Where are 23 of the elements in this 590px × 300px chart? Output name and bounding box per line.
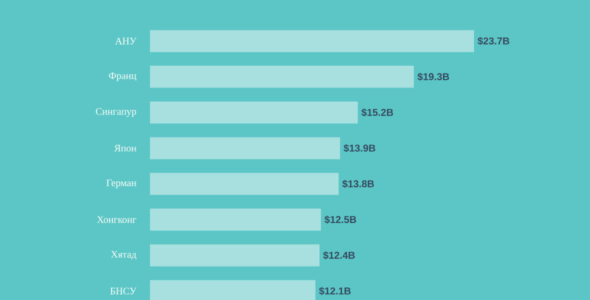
data-label: $23.7B	[478, 37, 510, 46]
bar	[150, 102, 358, 124]
data-label: $15.2B	[361, 108, 393, 117]
y-tick-label: Сингапур	[96, 108, 136, 117]
bar	[150, 137, 340, 160]
bar	[150, 208, 321, 231]
data-label: $12.1B	[319, 286, 351, 296]
y-tick-label: АНУ	[115, 38, 136, 44]
data-label: $19.3B	[418, 72, 450, 81]
y-tick-label: БНСУ	[110, 288, 136, 294]
data-label: $12.5B	[324, 216, 356, 224]
bar	[150, 244, 320, 266]
y-tick-label: Хятад	[110, 251, 136, 260]
y-tick-label: Франц	[108, 72, 136, 82]
bar	[150, 30, 474, 52]
data-label: $13.9B	[344, 144, 376, 152]
y-tick-label: Хонгконг	[97, 216, 136, 223]
data-label: $12.4B	[323, 251, 355, 260]
y-tick-label: Герман	[106, 180, 136, 188]
data-label: $13.8B	[342, 180, 374, 188]
bar	[150, 172, 339, 195]
y-tick-label: Япон	[114, 144, 136, 152]
bar	[150, 66, 414, 88]
